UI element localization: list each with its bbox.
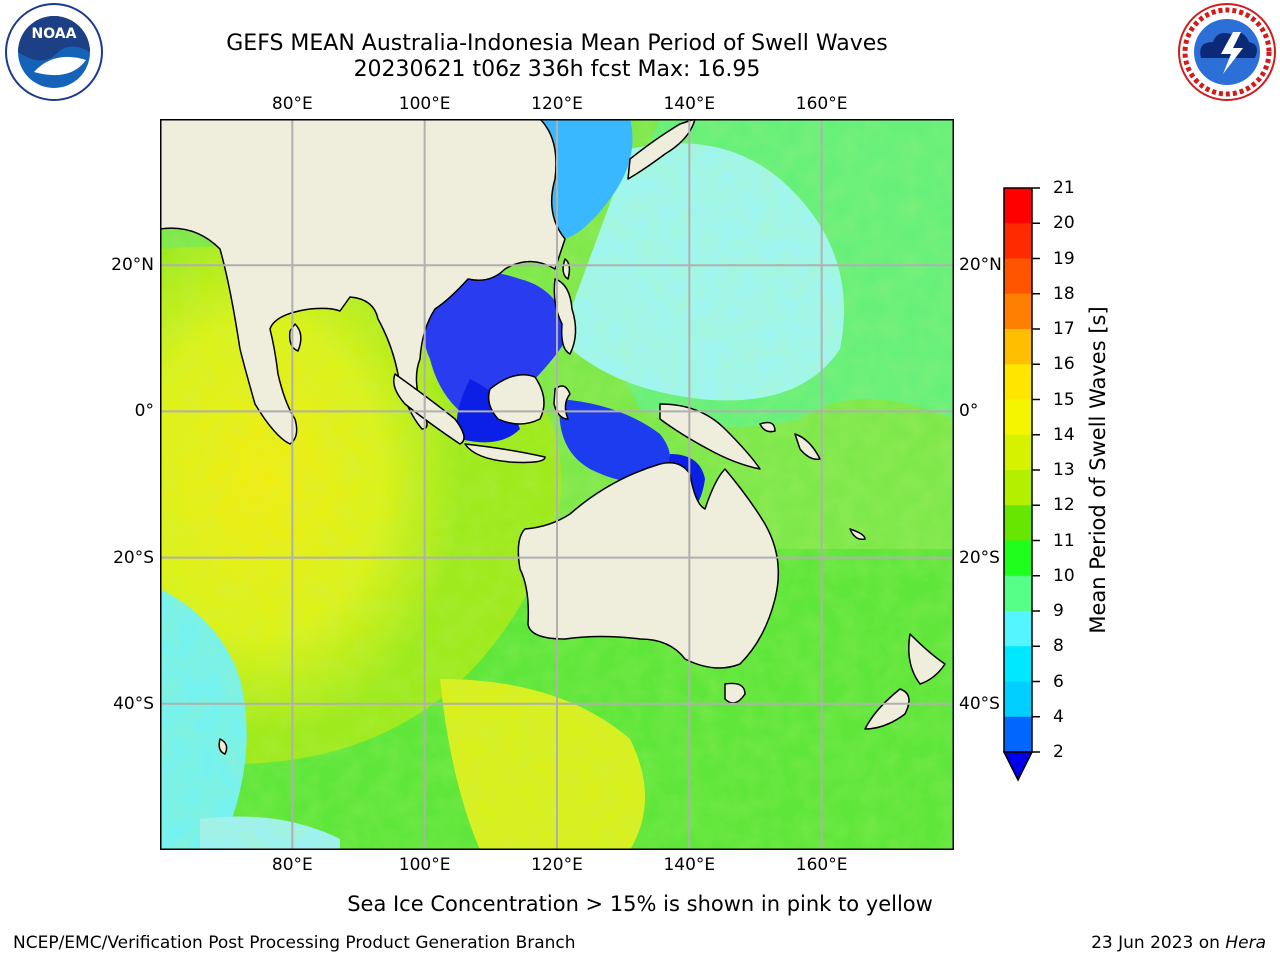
colorbar-band — [1004, 646, 1032, 682]
south-china-sea-blue — [424, 269, 570, 419]
lon-top-item: 160°E — [795, 94, 848, 114]
land-masses — [160, 119, 946, 755]
colorbar-band — [1004, 329, 1032, 365]
lon-top-item: 100°E — [398, 94, 451, 114]
lon-bottom-item: 120°E — [531, 855, 583, 875]
australia — [517, 462, 780, 669]
asia-mainland — [160, 119, 566, 445]
colorbar-tick-label: 2 — [1053, 742, 1064, 762]
colorbar-tick-label: 18 — [1053, 283, 1075, 304]
colorbar-band — [1004, 223, 1032, 259]
colorbar-tick-label: 15 — [1053, 389, 1075, 410]
colorbar-tick-label: 4 — [1053, 706, 1064, 727]
taiwan — [562, 258, 571, 280]
colorbar-tick-label: 16 — [1053, 354, 1075, 375]
colorbar-tick-label: 12 — [1053, 495, 1075, 516]
colorbar-tick-label: 21 — [1053, 178, 1075, 198]
map-frame — [160, 119, 954, 850]
new-zealand-south — [864, 688, 910, 730]
nws-logo-icon — [1178, 3, 1276, 101]
tasmania — [724, 682, 746, 704]
branch-credit: NCEP/EMC/Verification Post Processing Pr… — [13, 933, 576, 953]
colorbar-extend-triangle — [1002, 751, 1034, 782]
lat-right-item: 40°S — [959, 693, 1000, 714]
colorbar-band — [1004, 364, 1032, 400]
lat-left-item: 20°S — [113, 547, 154, 568]
lon-bottom-item: 140°E — [663, 855, 716, 875]
new-zealand-north — [908, 633, 946, 685]
lat-right-item: 20°S — [959, 547, 1000, 568]
lat-left-item: 40°S — [113, 693, 154, 714]
colorbar-band — [1004, 188, 1032, 224]
lat-left-item: 0° — [134, 401, 154, 422]
chart-title: GEFS MEAN Australia-Indonesia Mean Perio… — [226, 31, 888, 56]
japan — [627, 119, 696, 180]
colorbar-tick-label: 14 — [1053, 424, 1075, 445]
lat-right-item: 0° — [959, 401, 979, 422]
lat-right-item: 20°N — [959, 255, 1002, 276]
new-guinea — [659, 403, 761, 470]
colorbar-tick-label: 11 — [1053, 530, 1075, 551]
map-gridlines — [160, 119, 954, 850]
colorbar-bands — [1004, 188, 1032, 753]
colorbar-band — [1004, 505, 1032, 541]
colorbar-tick-label: 17 — [1053, 319, 1075, 339]
swell-period-map — [160, 119, 954, 850]
noaa-logo-text: NOAA — [32, 26, 77, 42]
colorbar-tickmarks — [1032, 187, 1040, 753]
machine-name: Hera — [1225, 933, 1266, 953]
sumatra — [393, 373, 465, 445]
colorbar-band — [1004, 293, 1032, 330]
chart-subtitle: 20230621 t06z 336h fcst Max: 16.95 — [353, 57, 761, 82]
sea-ice-note: Sea Ice Concentration > 15% is shown in … — [347, 892, 933, 916]
colorbar-tick-label: 13 — [1053, 460, 1075, 480]
colorbar-tick-label: 9 — [1053, 601, 1064, 621]
lon-bottom-item: 100°E — [398, 855, 451, 875]
banda-sea-blue — [559, 399, 670, 483]
colorbar-band — [1004, 399, 1032, 436]
colorbar-tick-label: 6 — [1053, 671, 1064, 692]
colorbar-band — [1004, 540, 1032, 577]
lon-top-item: 80°E — [271, 94, 313, 114]
colorbar-tick-label: 8 — [1053, 636, 1064, 657]
noaa-logo-icon: NOAA — [5, 3, 103, 101]
colorbar-band — [1004, 434, 1032, 471]
lon-bottom-item: 80°E — [271, 855, 313, 875]
lon-top-item: 120°E — [531, 94, 583, 114]
colorbar-label: Mean Period of Swell Waves [s] — [1086, 306, 1110, 634]
date-text: 23 Jun 2023 on — [1091, 933, 1220, 953]
colorbar-band — [1004, 681, 1032, 718]
colorbar — [1002, 187, 1040, 782]
java — [464, 443, 546, 464]
colorbar-band — [1004, 470, 1032, 506]
colorbar-tick-label: 20 — [1053, 213, 1075, 234]
colorbar-band — [1004, 575, 1032, 612]
date-credit: 23 Jun 2023 on Hera — [1091, 933, 1266, 953]
lon-top-item: 140°E — [663, 94, 716, 114]
colorbar-tick-label: 19 — [1053, 248, 1075, 269]
colorbar-band — [1004, 258, 1032, 295]
lat-left-item: 20°N — [111, 255, 154, 276]
lon-bottom-item: 160°E — [795, 855, 848, 875]
colorbar-band — [1004, 611, 1032, 647]
colorbar-band — [1004, 716, 1032, 753]
colorbar-tick-label: 10 — [1053, 565, 1075, 586]
